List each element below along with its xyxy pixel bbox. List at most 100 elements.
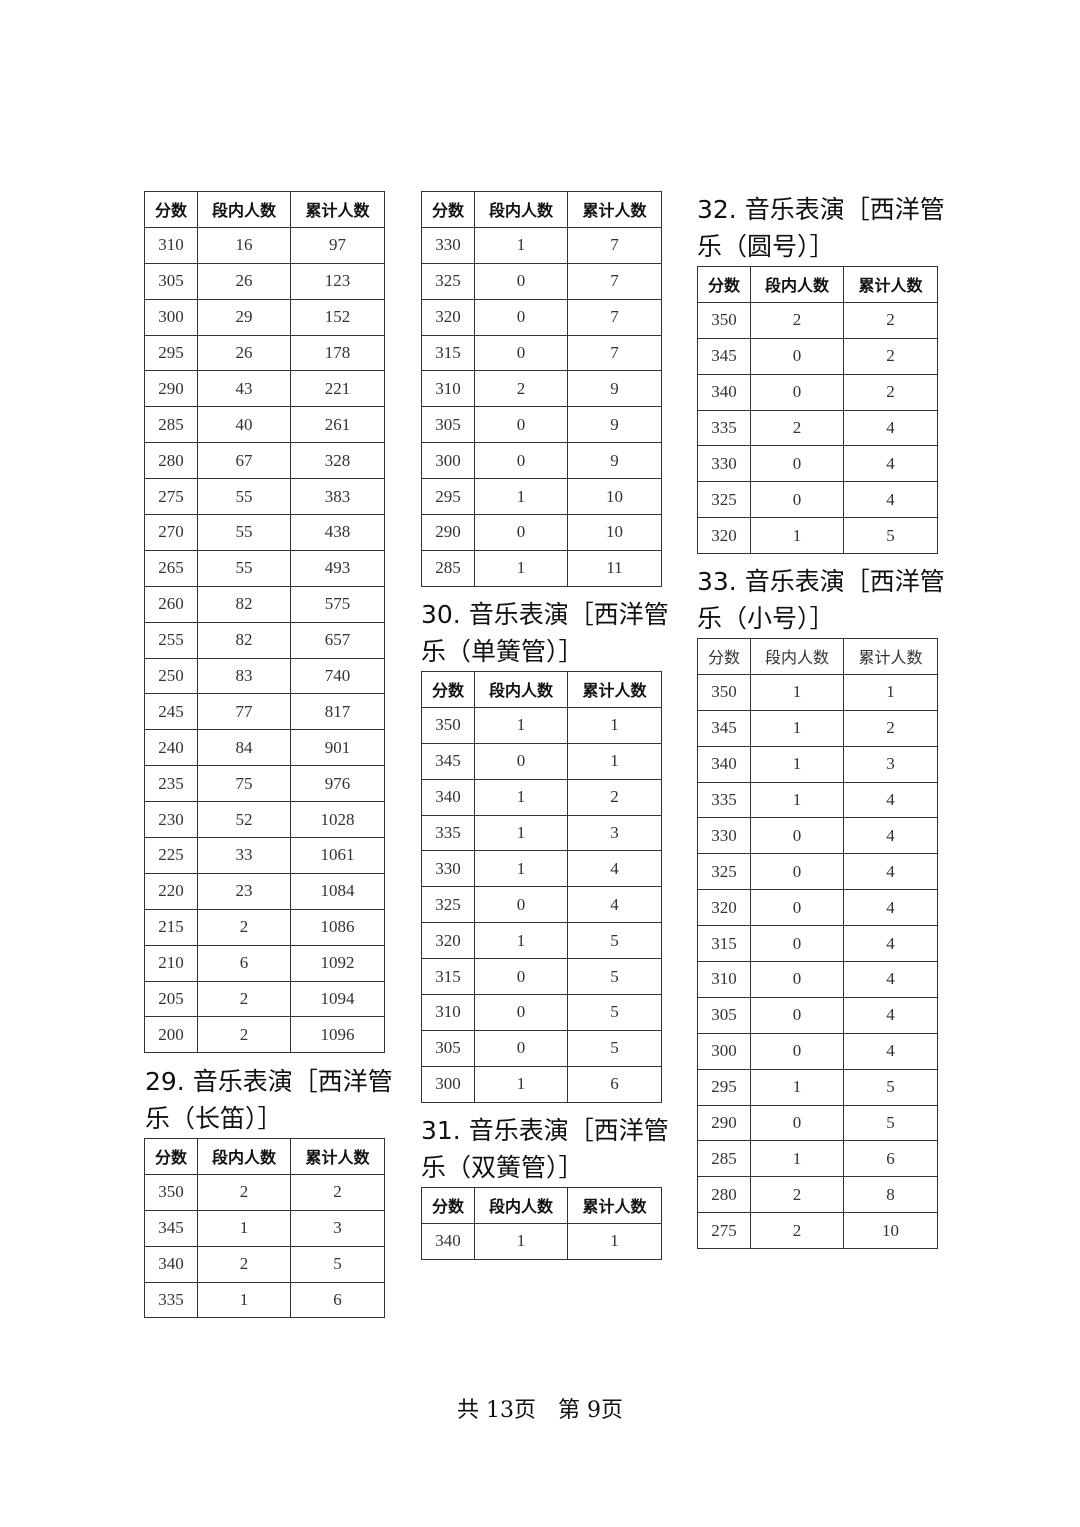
table-row: 335 1 4 — [697, 781, 938, 819]
count-cell: 67 — [197, 442, 291, 480]
count-cell: 1 — [474, 850, 568, 888]
table-row: 340 2 5 — [144, 1245, 385, 1283]
count-cell: 1 — [197, 1281, 291, 1319]
score-cell: 300 — [697, 1032, 751, 1070]
cumulative-cell: 1084 — [290, 872, 385, 910]
score-cell: 300 — [421, 442, 475, 480]
table-row: 265 55 493 — [144, 549, 385, 587]
table-row: 300 0 9 — [421, 442, 662, 480]
table-row: 310 16 97 — [144, 226, 385, 264]
cumulative-cell: 10 — [843, 1212, 938, 1250]
cumulative-cell: 438 — [290, 514, 385, 551]
cumulative-cell: 1028 — [290, 801, 385, 839]
score-cell: 260 — [144, 585, 198, 623]
score-cell: 335 — [421, 814, 475, 852]
score-cell: 280 — [697, 1176, 751, 1214]
count-cell: 1 — [474, 814, 568, 852]
table-row: 350 1 1 — [697, 673, 938, 711]
table-row: 325 0 4 — [697, 481, 938, 519]
cumulative-cell: 261 — [290, 406, 385, 444]
count-cell: 1 — [474, 1222, 568, 1260]
table-row: 350 2 2 — [697, 301, 938, 339]
column-header: 段内人数 — [197, 1138, 291, 1175]
table-row: 315 0 7 — [421, 334, 662, 372]
count-cell: 2 — [750, 301, 844, 339]
score-cell: 240 — [144, 729, 198, 767]
cumulative-cell: 152 — [290, 298, 385, 336]
score-cell: 305 — [421, 406, 475, 444]
cumulative-cell: 4 — [843, 781, 938, 819]
score-cell: 340 — [421, 778, 475, 816]
cumulative-cell: 4 — [843, 853, 938, 891]
table-row: 225 33 1061 — [144, 837, 385, 874]
score-cell: 295 — [421, 478, 475, 516]
count-cell: 0 — [474, 886, 568, 924]
column-header: 分数 — [421, 191, 475, 228]
cumulative-cell: 1094 — [290, 980, 385, 1018]
cumulative-cell: 4 — [567, 886, 662, 924]
column-header: 累计人数 — [567, 191, 662, 228]
count-cell: 55 — [197, 514, 291, 551]
table-row: 350 2 2 — [144, 1173, 385, 1211]
cumulative-cell: 9 — [567, 442, 662, 480]
count-cell: 0 — [750, 817, 844, 855]
count-cell: 29 — [197, 298, 291, 336]
table-row: 300 1 6 — [421, 1065, 662, 1103]
cumulative-cell: 1092 — [290, 944, 385, 982]
table-row: 250 83 740 — [144, 657, 385, 695]
score-cell: 230 — [144, 801, 198, 839]
count-cell: 2 — [750, 1212, 844, 1250]
cumulative-cell: 5 — [567, 994, 662, 1031]
table-row: 290 43 221 — [144, 370, 385, 408]
table-row: 260 82 575 — [144, 585, 385, 623]
section-title: 32. 音乐表演［西洋管乐（圆号）］ — [697, 195, 945, 261]
cumulative-cell: 6 — [567, 1065, 662, 1103]
score-cell: 290 — [697, 1104, 751, 1142]
column-header: 段内人数 — [197, 191, 291, 228]
score-cell: 350 — [697, 673, 751, 711]
count-cell: 6 — [197, 944, 291, 982]
score-cell: 305 — [144, 262, 198, 300]
cumulative-cell: 5 — [567, 922, 662, 960]
count-cell: 0 — [750, 961, 844, 998]
table-row: 310 2 9 — [421, 370, 662, 408]
count-cell: 1 — [474, 778, 568, 816]
score-cell: 340 — [144, 1245, 198, 1283]
cumulative-cell: 901 — [290, 729, 385, 767]
score-cell: 310 — [421, 370, 475, 408]
score-cell: 205 — [144, 980, 198, 1018]
score-cell: 320 — [697, 889, 751, 927]
column-header: 段内人数 — [474, 191, 568, 228]
count-cell: 0 — [474, 1029, 568, 1067]
score-cell: 270 — [144, 514, 198, 551]
table-row: 295 26 178 — [144, 334, 385, 372]
score-cell: 220 — [144, 872, 198, 910]
count-cell: 16 — [197, 226, 291, 264]
section-title: 29. 音乐表演［西洋管乐（长笛）］ — [145, 1067, 393, 1133]
score-cell: 340 — [697, 745, 751, 783]
table-row: 345 0 1 — [421, 742, 662, 780]
count-cell: 75 — [197, 765, 291, 803]
table-row: 330 1 4 — [421, 850, 662, 888]
section-title: 30. 音乐表演［西洋管乐（单簧管）］ — [421, 600, 669, 666]
table-row: 335 1 3 — [421, 814, 662, 852]
table-row: 345 0 2 — [697, 337, 938, 375]
count-cell: 55 — [197, 478, 291, 516]
count-cell: 1 — [750, 1068, 844, 1106]
cumulative-cell: 123 — [290, 262, 385, 300]
column-header: 段内人数 — [474, 1187, 568, 1224]
cumulative-cell: 1 — [567, 1222, 662, 1260]
cumulative-cell: 5 — [843, 1104, 938, 1142]
column-header: 分数 — [697, 266, 751, 303]
header-row: 分数 段内人数 累计人数 — [144, 191, 385, 228]
table-row: 245 77 817 — [144, 693, 385, 731]
count-cell: 0 — [474, 298, 568, 336]
score-cell: 200 — [144, 1016, 198, 1054]
score-cell: 245 — [144, 693, 198, 731]
score-cell: 350 — [144, 1173, 198, 1211]
count-cell: 1 — [474, 478, 568, 516]
score-cell: 285 — [144, 406, 198, 444]
score-cell: 330 — [697, 445, 751, 483]
table-row: 350 1 1 — [421, 706, 662, 744]
count-cell: 83 — [197, 657, 291, 695]
